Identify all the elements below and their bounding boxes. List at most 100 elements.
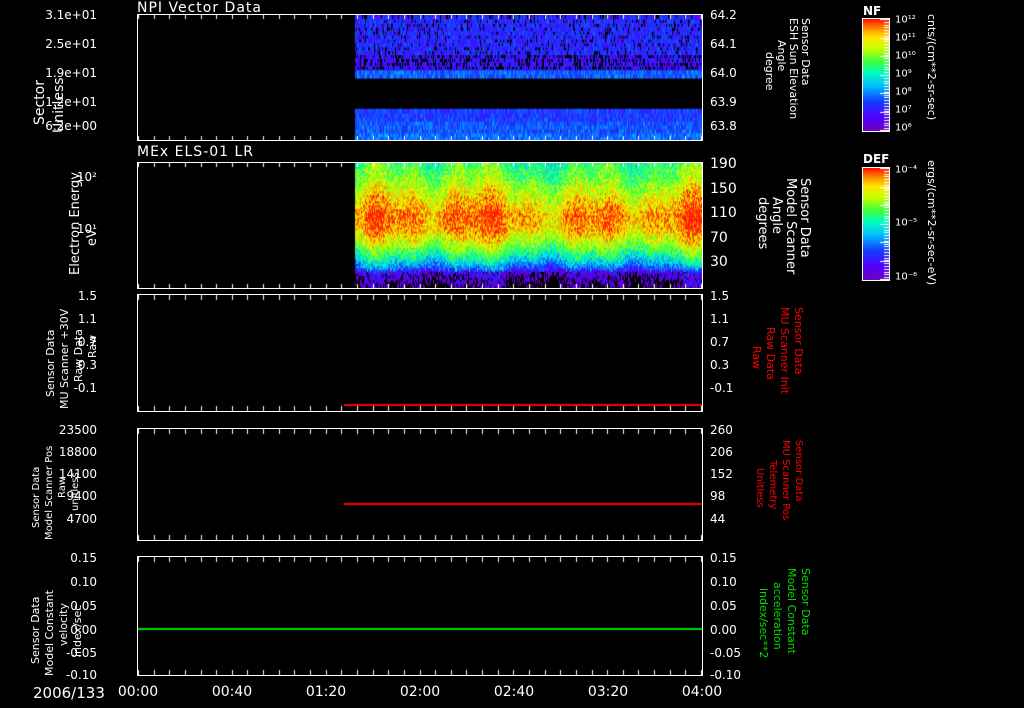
p3-right-label-4: Raw (750, 346, 763, 370)
mu30v-plot-area (138, 295, 702, 411)
npi-right-ytick-4: 63.8 (710, 119, 737, 133)
time-tick-1: 00:40 (211, 684, 253, 700)
colorbar-npi-tick-5: 10⁷ (895, 104, 912, 116)
colorbar-els-canvas (863, 168, 889, 280)
colorbar-npi-units: cnts/(cm**2-sr-sec) (925, 14, 938, 121)
scannerpos-plot-area (138, 429, 702, 540)
els-right-label-4: degrees (755, 197, 770, 250)
p5-ytick-2: 0.05 (70, 599, 97, 613)
p3-right-ytick-4: -0.1 (710, 381, 734, 395)
npi-right-ytick-2: 64.0 (710, 66, 737, 80)
p5-ytick-4: -0.05 (65, 646, 97, 660)
p3-ytick-1: 1.1 (77, 312, 97, 326)
p4-right-label-4: Unitless (754, 468, 765, 508)
npi-ytick-3: 1.2e+01 (45, 95, 97, 109)
time-tick-0: 00:00 (117, 684, 159, 700)
npi-spectrogram-canvas (138, 15, 702, 140)
p3-ytick-2: 0.7 (77, 335, 97, 349)
plot-panel-mu-scanner-30v (137, 294, 703, 412)
npi-ytick-4: 6.2e+00 (45, 119, 97, 133)
p5-left-label-2: Model Constant (43, 590, 56, 676)
p5-left-label-3: velocity (57, 603, 70, 646)
colorbar-npi (862, 18, 890, 132)
p5-ytick-0: 0.15 (70, 551, 97, 565)
p5-left-label-4: index/sec (71, 604, 84, 657)
plot-panel-npi (137, 14, 703, 141)
p5-right-label-4: index/sec**2 (757, 588, 770, 659)
npi-left-label-2: Unitless (51, 77, 67, 133)
panel-title-npi: NPI Vector Data (137, 0, 262, 16)
p5-ytick-5: -0.10 (65, 668, 97, 682)
p5-right-ytick-2: 0.05 (710, 599, 737, 613)
els-plot-area (138, 163, 702, 288)
els-right-label-3: Angle (769, 197, 784, 234)
p3-right-label-1: Sensor Data (792, 307, 805, 375)
colorbar-npi-tick-6: 10⁶ (895, 122, 912, 134)
p5-right-ytick-0: 0.15 (710, 551, 737, 565)
panel-title-els: MEx ELS-01 LR (137, 144, 255, 160)
mu30v-line-canvas (138, 295, 702, 411)
els-right-ytick-3: 70 (710, 230, 728, 246)
p4-left-label-4: unitless (70, 472, 81, 511)
p4-left-label-2: Model Scanner Pos (44, 445, 55, 540)
colorbar-npi-tick-4: 10⁸ (895, 86, 912, 98)
p5-right-ytick-4: -0.05 (710, 646, 742, 660)
els-ytick-1: 10¹ (76, 222, 97, 236)
time-tick-5: 03:20 (587, 684, 629, 700)
colorbar-els-tick-1: 10⁻⁵ (895, 217, 918, 229)
p5-right-ytick-3: 0.00 (710, 623, 737, 637)
colorbar-npi-tick-2: 10¹⁰ (895, 50, 916, 62)
p4-right-ytick-0: 260 (710, 423, 733, 437)
els-spectrogram-canvas (138, 163, 702, 288)
p4-right-ytick-1: 206 (710, 445, 733, 459)
time-tick-6: 04:00 (681, 684, 723, 700)
colorbar-els-tick-0: 10⁻⁴ (895, 164, 918, 176)
els-left-label-1: Electron Energy (68, 172, 83, 275)
colorbar-npi-tick-3: 10⁹ (895, 68, 912, 80)
p3-right-ytick-0: 1.5 (710, 289, 730, 303)
npi-right-ytick-0: 64.2 (710, 8, 737, 22)
p3-ytick-0: 1.5 (77, 289, 97, 303)
els-right-label-2: Model Scanner (783, 178, 798, 275)
scannerpos-line-canvas (138, 429, 702, 540)
p5-right-label-2: Model Constant (785, 568, 798, 654)
p3-left-label-4: Raw (86, 334, 99, 358)
npi-right-label-3: Angle (775, 40, 788, 72)
p3-ytick-3: 0.3 (77, 358, 97, 372)
colorbar-els-tick-2: 10⁻⁶ (895, 271, 918, 283)
p3-right-ytick-3: 0.3 (710, 358, 730, 372)
colorbar-npi-canvas (863, 19, 889, 131)
p3-right-ytick-2: 0.7 (710, 335, 730, 349)
npi-right-label-2: ESH Sun Elevation (787, 18, 800, 120)
p4-ytick-1: 18800 (58, 445, 97, 459)
p3-right-label-2: MU Scanner Init (778, 307, 791, 395)
npi-ytick-1: 2.5e+01 (45, 37, 97, 51)
els-right-ytick-2: 110 (710, 205, 737, 221)
p4-left-label-1: Sensor Data (31, 466, 42, 528)
p3-right-label-3: Raw Data (764, 327, 777, 380)
time-tick-3: 02:00 (399, 684, 441, 700)
npi-left-label-1: Sector (32, 79, 48, 125)
p3-left-label-2: MU Scanner +30V (58, 308, 71, 409)
els-right-ytick-0: 190 (710, 156, 737, 172)
els-left-label-2: eV (85, 229, 100, 246)
velocity-plot-area (138, 557, 702, 675)
p5-ytick-1: 0.10 (70, 575, 97, 589)
p4-right-ytick-2: 152 (710, 467, 733, 481)
npi-right-ytick-3: 63.9 (710, 95, 737, 109)
p5-ytick-3: 0.00 (70, 623, 97, 637)
npi-right-label-4: degree (763, 52, 776, 91)
p5-right-ytick-5: -0.10 (710, 668, 742, 682)
els-right-label-1: Sensor Data (797, 178, 812, 258)
plot-panel-els (137, 162, 703, 289)
p4-right-label-2: MU Scanner Pos (780, 440, 791, 521)
plot-panel-model-constant-velocity (137, 556, 703, 676)
p4-ytick-3: 9400 (66, 489, 97, 503)
p4-right-label-1: Sensor Data (793, 440, 804, 502)
npi-plot-area (138, 15, 702, 140)
p4-ytick-0: 23500 (58, 423, 97, 437)
p4-right-ytick-4: 44 (710, 512, 726, 526)
p3-left-label-3: Raw Data (72, 329, 85, 382)
colorbar-npi-tick-0: 10¹² (895, 14, 916, 26)
p4-ytick-2: 14100 (58, 467, 97, 481)
